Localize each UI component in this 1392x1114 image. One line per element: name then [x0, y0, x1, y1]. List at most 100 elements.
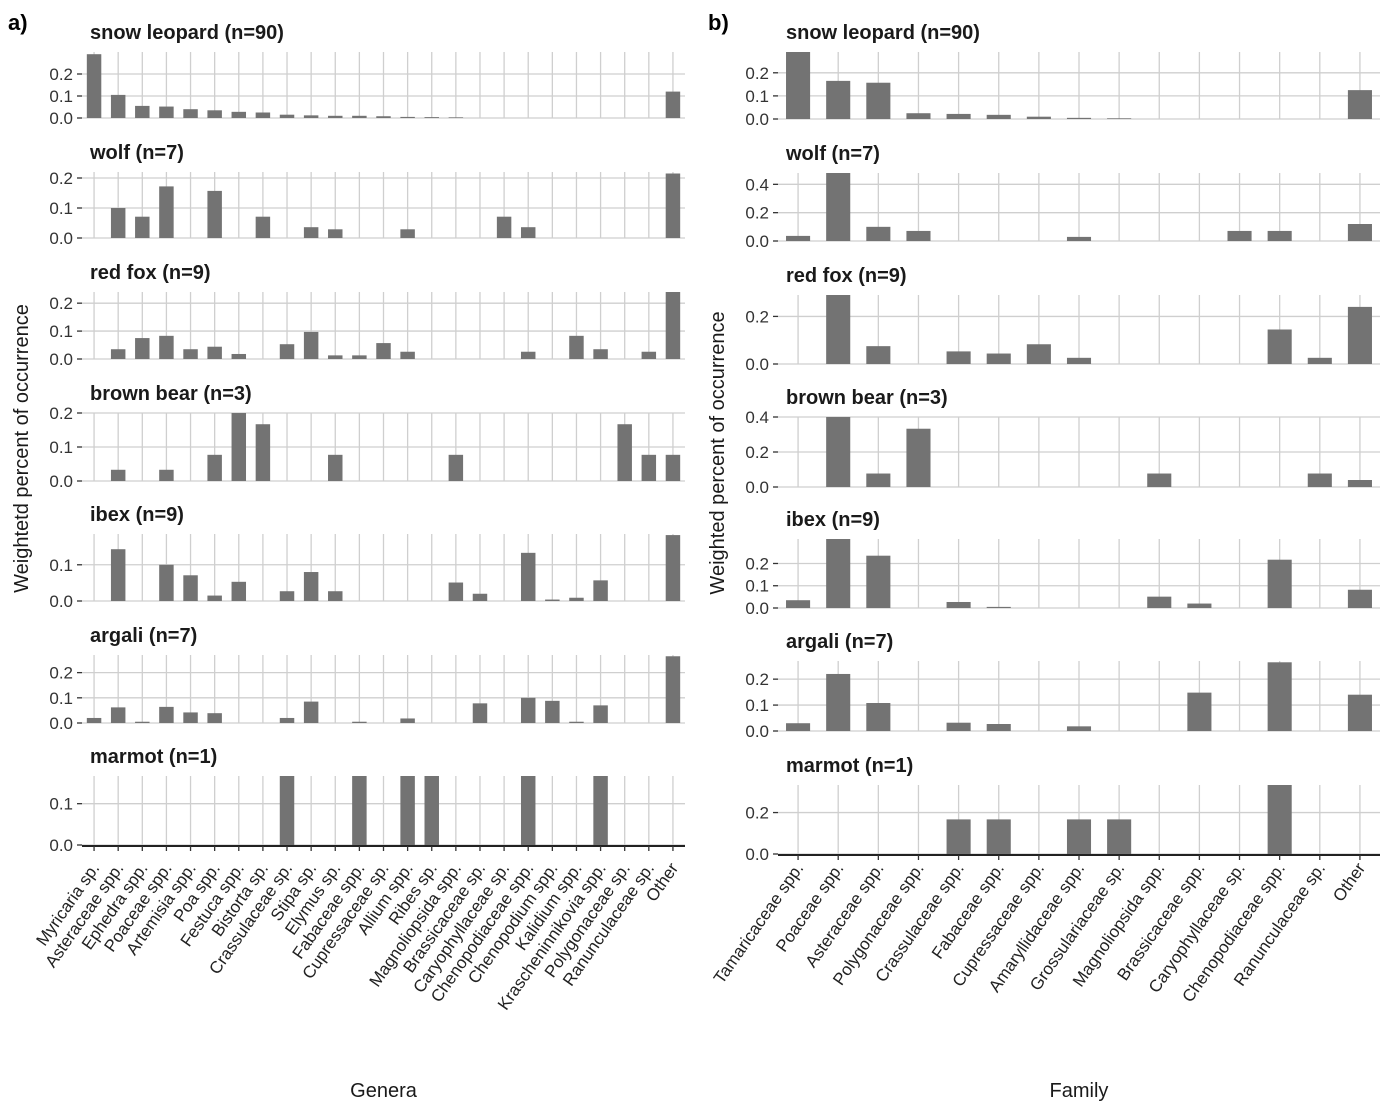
y-tick-label: 0.2 [49, 294, 73, 313]
bar [159, 706, 174, 723]
y-tick-label: 0.0 [745, 110, 769, 129]
y-tick-label: 0.1 [49, 689, 73, 708]
bar [1066, 819, 1092, 854]
bar [159, 186, 174, 238]
bar [866, 226, 891, 241]
bar [352, 776, 367, 845]
facet: wolf (n=7) 0.0 0.2 0.4 [745, 143, 1380, 251]
y-tick-label: 0.2 [745, 670, 769, 689]
facet-title: wolf (n=7) [785, 143, 880, 165]
bar [231, 413, 247, 481]
bar [159, 335, 174, 359]
bar [826, 80, 851, 119]
bar [826, 173, 851, 241]
bar [1107, 819, 1132, 854]
bar [183, 575, 198, 601]
bar [328, 454, 343, 481]
bar [400, 229, 415, 238]
facet-title: ibex (n=9) [90, 504, 184, 526]
bar [135, 105, 150, 118]
bar [400, 776, 415, 845]
bar [159, 106, 174, 118]
bar [110, 208, 126, 238]
bar [1066, 117, 1092, 119]
facet: ibex (n=9) 0.0 0.1 [49, 504, 685, 611]
y-tick-label: 0.0 [49, 592, 73, 611]
bar [328, 115, 343, 118]
facet: snow leopard (n=90) 0.0 0.1 0.2 [745, 22, 1380, 129]
y-tick-label: 0.0 [49, 472, 73, 491]
facet: red fox (n=9) 0.0 0.2 [745, 265, 1380, 374]
y-tick-label: 0.1 [49, 438, 73, 457]
bar [159, 469, 174, 481]
facet-title: brown bear (n=3) [90, 383, 252, 405]
bar [303, 331, 319, 359]
bar [448, 454, 464, 481]
bar [448, 582, 464, 601]
bar [207, 595, 222, 601]
bar [520, 351, 536, 359]
bar [135, 216, 150, 238]
y-tick-label: 0.0 [745, 722, 769, 741]
bar [279, 114, 295, 118]
bar [328, 229, 343, 238]
bar [183, 712, 198, 723]
bar [255, 216, 271, 238]
bar [545, 599, 560, 601]
bar [496, 216, 512, 238]
bar [617, 424, 632, 481]
bar [279, 776, 295, 845]
bar [448, 117, 464, 118]
bar [231, 111, 247, 118]
bar [1066, 726, 1092, 731]
facet-title: red fox (n=9) [786, 265, 907, 287]
bar [1187, 603, 1212, 608]
bar [1107, 118, 1132, 119]
bar [110, 707, 126, 723]
facet-title: argali (n=7) [90, 625, 197, 647]
facet: argali (n=7) 0.0 0.1 0.2 [745, 631, 1380, 741]
bar [1347, 90, 1372, 119]
bar [110, 469, 126, 481]
bar [352, 115, 367, 118]
bar [1066, 357, 1092, 364]
y-tick-label: 0.2 [745, 443, 769, 462]
bar [135, 338, 150, 359]
bar [520, 227, 536, 238]
bar [472, 593, 488, 601]
bar [1347, 694, 1372, 731]
bar [1267, 785, 1292, 854]
y-tick-label: 0.1 [745, 87, 769, 106]
y-axis-title: Weightetd percent of occurrence [11, 304, 33, 593]
y-axis-title: Weighted percent of occurrence [707, 311, 729, 594]
facet-title: snow leopard (n=90) [786, 22, 980, 44]
bar [866, 555, 891, 608]
bar [665, 292, 681, 359]
y-tick-label: 0.2 [49, 404, 73, 423]
bar [376, 116, 391, 118]
bar [641, 351, 657, 359]
bar [906, 230, 931, 241]
facet-title: marmot (n=1) [90, 746, 217, 768]
bar [641, 454, 657, 481]
bar [352, 721, 367, 723]
bar [1026, 344, 1051, 364]
bar [1347, 589, 1372, 608]
bar [826, 295, 851, 364]
y-tick-label: 0.0 [745, 845, 769, 864]
bar [303, 701, 319, 723]
bar [520, 776, 536, 845]
y-tick-label: 0.1 [49, 322, 73, 341]
y-tick-label: 0.4 [745, 408, 769, 427]
y-tick-label: 0.2 [745, 804, 769, 823]
bar [665, 173, 681, 238]
bar [866, 703, 891, 731]
y-tick-label: 0.1 [49, 199, 73, 218]
x-axis-title: Genera [350, 1080, 418, 1102]
bar [1147, 473, 1172, 487]
bar [424, 776, 439, 845]
y-tick-label: 0.0 [49, 714, 73, 733]
bar [303, 227, 319, 238]
bar [986, 819, 1011, 854]
